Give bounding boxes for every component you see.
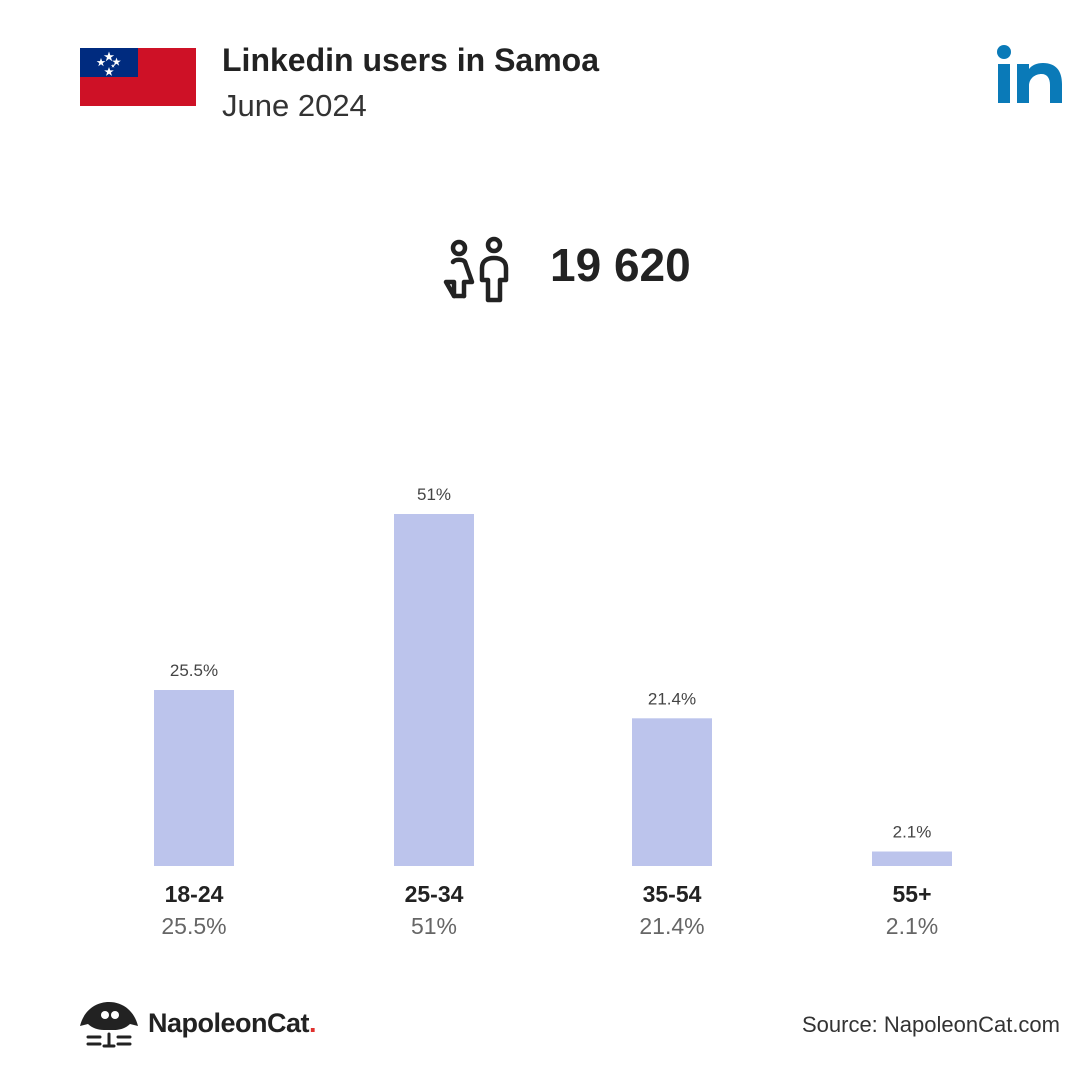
chart-subtitle: June 2024 (222, 88, 367, 123)
brand-dot: . (309, 1008, 317, 1038)
age-distribution-chart: 25.5% 18-24 25.5% 51% 25-34 51% 21.4% 35-54 21.4… (154, 485, 952, 939)
category-percent-label: 21.4% (639, 913, 704, 939)
chart-title: Linkedin users in Samoa (222, 42, 599, 78)
total-users-value: 19 620 (550, 239, 691, 291)
bar-35-54 (632, 718, 712, 866)
category-label: 55+ (892, 881, 931, 907)
napoleoncat-logo-icon (80, 1002, 138, 1048)
brand-name: NapoleonCat (148, 1008, 310, 1038)
napoleoncat-brand: NapoleonCat. (148, 1008, 317, 1039)
bar-18-24 (154, 690, 234, 866)
category-label: 18-24 (165, 881, 224, 907)
bar-value-label: 2.1% (893, 823, 932, 842)
samoa-flag (80, 48, 196, 106)
linkedin-logo-icon (997, 45, 1062, 103)
bar-25-34 (394, 514, 474, 866)
category-label: 25-34 (405, 881, 464, 907)
category-percent-label: 25.5% (161, 913, 226, 939)
bar-55+ (872, 851, 952, 866)
bar-value-label: 51% (417, 485, 451, 504)
bar-value-label: 25.5% (170, 661, 218, 680)
category-percent-label: 51% (411, 913, 457, 939)
category-label: 35-54 (643, 881, 702, 907)
source-text: Source: NapoleonCat.com (801, 1012, 1060, 1037)
flag-stars (96, 51, 121, 76)
bar-value-label: 21.4% (648, 689, 696, 708)
category-percent-label: 2.1% (886, 913, 938, 939)
users-icon (443, 236, 509, 303)
